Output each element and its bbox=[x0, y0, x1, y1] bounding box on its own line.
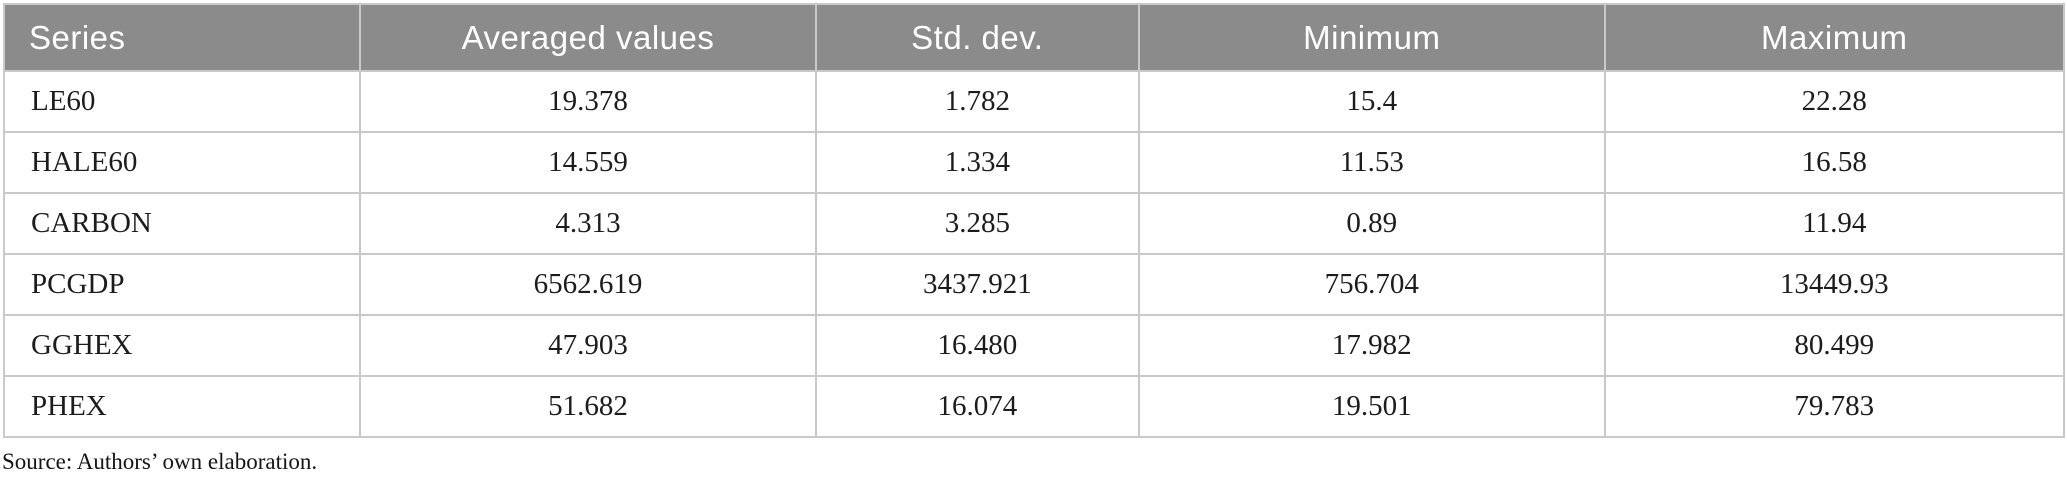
cell-averaged-value: 47.903 bbox=[359, 314, 817, 377]
cell-std-dev: 3.285 bbox=[814, 192, 1141, 255]
column-header-std-dev: Std. dev. bbox=[814, 3, 1141, 72]
cell-averaged-value: 4.313 bbox=[359, 192, 817, 255]
cell-minimum: 17.982 bbox=[1138, 314, 1606, 377]
table-row: LE60 19.378 1.782 15.4 22.28 bbox=[2, 70, 2066, 133]
column-header-minimum: Minimum bbox=[1138, 3, 1606, 72]
cell-std-dev: 16.480 bbox=[814, 314, 1141, 377]
descriptive-statistics-table: Series Averaged values Std. dev. Minimum… bbox=[2, 3, 2066, 438]
cell-std-dev: 16.074 bbox=[814, 375, 1141, 438]
cell-maximum: 22.28 bbox=[1603, 70, 2066, 133]
cell-averaged-value: 19.378 bbox=[359, 70, 817, 133]
cell-averaged-value: 14.559 bbox=[359, 131, 817, 194]
cell-maximum: 79.783 bbox=[1603, 375, 2066, 438]
table-row: HALE60 14.559 1.334 11.53 16.58 bbox=[2, 131, 2066, 194]
table-row: CARBON 4.313 3.285 0.89 11.94 bbox=[2, 192, 2066, 255]
cell-minimum: 11.53 bbox=[1138, 131, 1606, 194]
cell-maximum: 13449.93 bbox=[1603, 253, 2066, 316]
cell-series: GGHEX bbox=[2, 314, 362, 377]
cell-minimum: 756.704 bbox=[1138, 253, 1606, 316]
cell-minimum: 15.4 bbox=[1138, 70, 1606, 133]
table-row: GGHEX 47.903 16.480 17.982 80.499 bbox=[2, 314, 2066, 377]
cell-series: PHEX bbox=[2, 375, 362, 438]
cell-maximum: 16.58 bbox=[1603, 131, 2066, 194]
column-header-averaged-values: Averaged values bbox=[359, 3, 817, 72]
cell-minimum: 19.501 bbox=[1138, 375, 1606, 438]
column-header-maximum: Maximum bbox=[1603, 3, 2066, 72]
table-row: PHEX 51.682 16.074 19.501 79.783 bbox=[2, 375, 2066, 438]
column-header-series: Series bbox=[2, 3, 362, 72]
cell-maximum: 11.94 bbox=[1603, 192, 2066, 255]
table-header-row: Series Averaged values Std. dev. Minimum… bbox=[2, 3, 2066, 72]
cell-maximum: 80.499 bbox=[1603, 314, 2066, 377]
cell-series: CARBON bbox=[2, 192, 362, 255]
source-note: Source: Authors’ own elaboration. bbox=[2, 449, 318, 474]
cell-std-dev: 1.334 bbox=[814, 131, 1141, 194]
cell-averaged-value: 51.682 bbox=[359, 375, 817, 438]
table-row: PCGDP 6562.619 3437.921 756.704 13449.93 bbox=[2, 253, 2066, 316]
cell-std-dev: 3437.921 bbox=[814, 253, 1141, 316]
cell-series: HALE60 bbox=[2, 131, 362, 194]
cell-averaged-value: 6562.619 bbox=[359, 253, 817, 316]
cell-series: PCGDP bbox=[2, 253, 362, 316]
cell-minimum: 0.89 bbox=[1138, 192, 1606, 255]
cell-std-dev: 1.782 bbox=[814, 70, 1141, 133]
cell-series: LE60 bbox=[2, 70, 362, 133]
